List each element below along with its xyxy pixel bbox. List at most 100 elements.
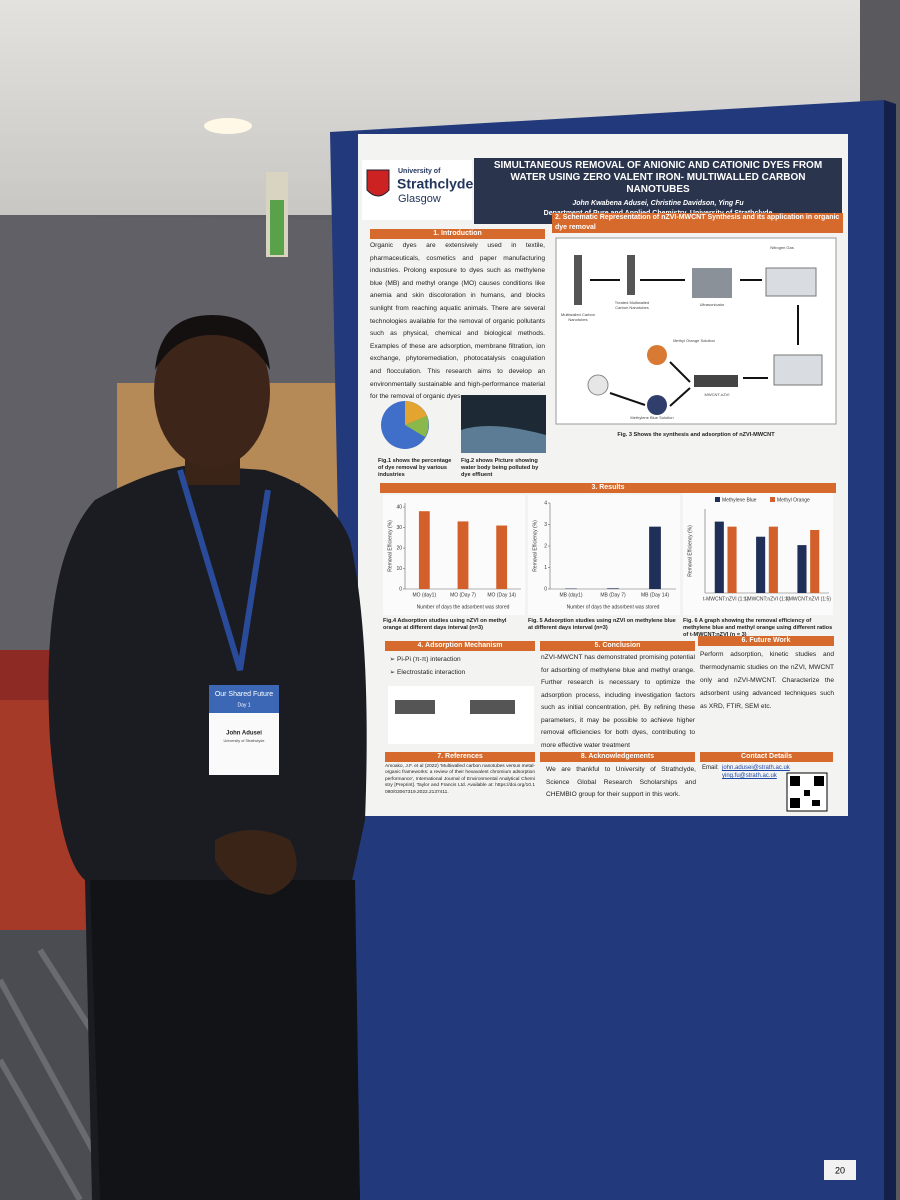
figure-caption: Fig. 5 Adsorption studies using nZVI on … (528, 618, 676, 631)
bar (810, 530, 820, 593)
stirrer (765, 267, 817, 297)
x-tick-label: MB (Day 14) (641, 592, 669, 598)
y-tick-label: 4 (544, 500, 547, 506)
figure-caption: Fig. 6 A graph showing the removal effic… (683, 618, 833, 638)
pie-slice (405, 416, 429, 437)
x-tick-label: t-MWCNT:nZVI (1:1) (703, 596, 749, 602)
mechanism-tube (470, 700, 515, 714)
x-axis-label: Number of days the adsorbent was stored (567, 604, 660, 610)
figure-caption: Fig.1 shows the percentage of dye remova… (378, 458, 452, 478)
y-tick-label: 2 (544, 543, 547, 549)
contact-label: Email: (702, 765, 719, 771)
poster-title: SIMULTANEOUS REMOVAL OF ANIONIC AND CATI… (493, 160, 823, 195)
y-tick-label: 1 (544, 565, 547, 571)
figure-caption: Fig.4 Adsorption studies using nZVI on m… (383, 618, 507, 631)
y-axis-label: Removal Efficiency (%) (532, 520, 538, 572)
email[interactable]: john.adusei@strath.ac.uk (722, 765, 790, 771)
y-tick-label: 10 (396, 566, 402, 572)
future-work-text: Perform adsorption, kinetic studies and … (700, 651, 834, 710)
x-axis-label: Number of days the adsorbent was stored (417, 604, 510, 610)
section-heading: 4. Adsorption Mechanism (385, 641, 535, 651)
water (461, 426, 546, 453)
section-heading: 3. Results (380, 483, 836, 493)
figure-caption: Fig. 3 Shows the synthesis and adsorptio… (617, 432, 775, 438)
section-heading: 2. Schematic Representation of nZVI-MWCN… (552, 213, 843, 233)
x-tick-label: t-MWCNT:nZVI (1:3) (744, 596, 790, 602)
figure-caption: Fig.2 shows Picture showing water body b… (461, 458, 539, 478)
bar-chart: Removal Efficiency (%) t-MWCNT:nZVI (1:1)… (683, 493, 833, 615)
pie-slice (405, 401, 427, 425)
schematic-label: Ultrasonicator (699, 302, 725, 307)
schematic-label: Nitrogen Gas (770, 245, 794, 250)
section-heading: 1. Introduction (370, 229, 545, 239)
bar (607, 588, 619, 589)
arrows (590, 279, 799, 407)
board-edge (884, 100, 896, 1200)
email[interactable]: ying.fu@strath.ac.uk (722, 773, 777, 779)
legend-swatch (770, 497, 775, 502)
schematic-label: MWCNT-nZVI (704, 392, 730, 397)
nanotube (574, 255, 582, 305)
x-tick-label: MO (day1) (413, 592, 437, 598)
schematic-label: Methylene Blue Solution (630, 415, 674, 420)
section-heading: 6. Future Work (698, 636, 834, 646)
schematic-label: Multiwalled Carbon Nanotubes (560, 312, 595, 322)
stirrer (773, 354, 823, 386)
legend-label: Methyl Orange (777, 497, 810, 503)
board-number: 20 (835, 1165, 845, 1175)
university-line: University of (398, 168, 441, 175)
y-axis-label: Removal Efficiency (%) (387, 520, 393, 572)
bar-chart: 0 10 20 30 40 Removal Efficiency (%) MO (day1)… (383, 495, 525, 615)
introduction-text: Organic dyes are extensively used in tex… (370, 242, 545, 401)
legend-swatch (715, 497, 720, 502)
mechanism-list: Pi-Pi (π-π) interaction Electrostatic in… (388, 654, 544, 679)
university-line: Glasgow (398, 193, 441, 205)
reference-text: Amoako, J.F. et al (2022) 'Multiwalled c… (385, 764, 535, 795)
legend-label: Methylene Blue (722, 497, 757, 503)
y-tick-label: 3 (544, 522, 547, 528)
schematic-label: Methyl Orange Solution (673, 338, 715, 343)
section-heading: 7. References (385, 752, 535, 762)
y-tick-label: 40 (396, 504, 402, 510)
x-tick-label: MO (Day 14) (487, 592, 516, 598)
bar (768, 526, 778, 593)
conclusion-text: nZVI-MWCNT has demonstrated promising po… (541, 654, 695, 749)
x-tick-label: MB (Day 7) (600, 592, 626, 598)
bar (756, 536, 766, 593)
y-axis-label: Removal Efficiency (%) (687, 525, 693, 577)
bar (727, 526, 737, 593)
beaker (587, 374, 609, 396)
section-heading: Contact Details (700, 752, 833, 762)
acknowledgements-text: We are thankful to University of Strathc… (546, 766, 696, 799)
beaker (647, 395, 667, 415)
board-number-tag (824, 1160, 856, 1180)
x-tick-label: t-MWCNT:nZVI (1:5) (786, 596, 832, 602)
bar-chart: 0 1 2 3 4 Removal Efficiency (%) MB (day1) MB (… (528, 495, 680, 615)
schematic-label: Treated Multiwalled Carbon Nanotubes (614, 300, 650, 310)
composite (694, 375, 738, 387)
y-tick-label: 0 (544, 586, 547, 592)
y-tick-label: 0 (399, 586, 402, 592)
y-tick-label: 20 (396, 545, 402, 551)
beaker (647, 345, 667, 365)
section-heading: 5. Conclusion (540, 641, 695, 651)
bar (797, 545, 807, 593)
x-tick-label: MO (Day 7) (450, 592, 476, 598)
university-line: Strathclyde (397, 176, 473, 192)
mechanism-item: Electrostatic interaction (397, 667, 544, 680)
nanotube (627, 255, 635, 295)
bar (418, 511, 430, 589)
mechanism-image (388, 686, 534, 744)
bar (714, 521, 724, 593)
mechanism-item: Pi-Pi (π-π) interaction (397, 654, 544, 667)
exit-sign-panel (270, 200, 284, 255)
crest (366, 169, 390, 197)
qr-pattern (790, 776, 824, 808)
bar (496, 525, 508, 589)
section-heading: 8. Acknowledgements (540, 752, 695, 762)
bar (457, 521, 469, 589)
y-tick-label: 30 (396, 525, 402, 531)
ceiling-light (204, 118, 252, 134)
